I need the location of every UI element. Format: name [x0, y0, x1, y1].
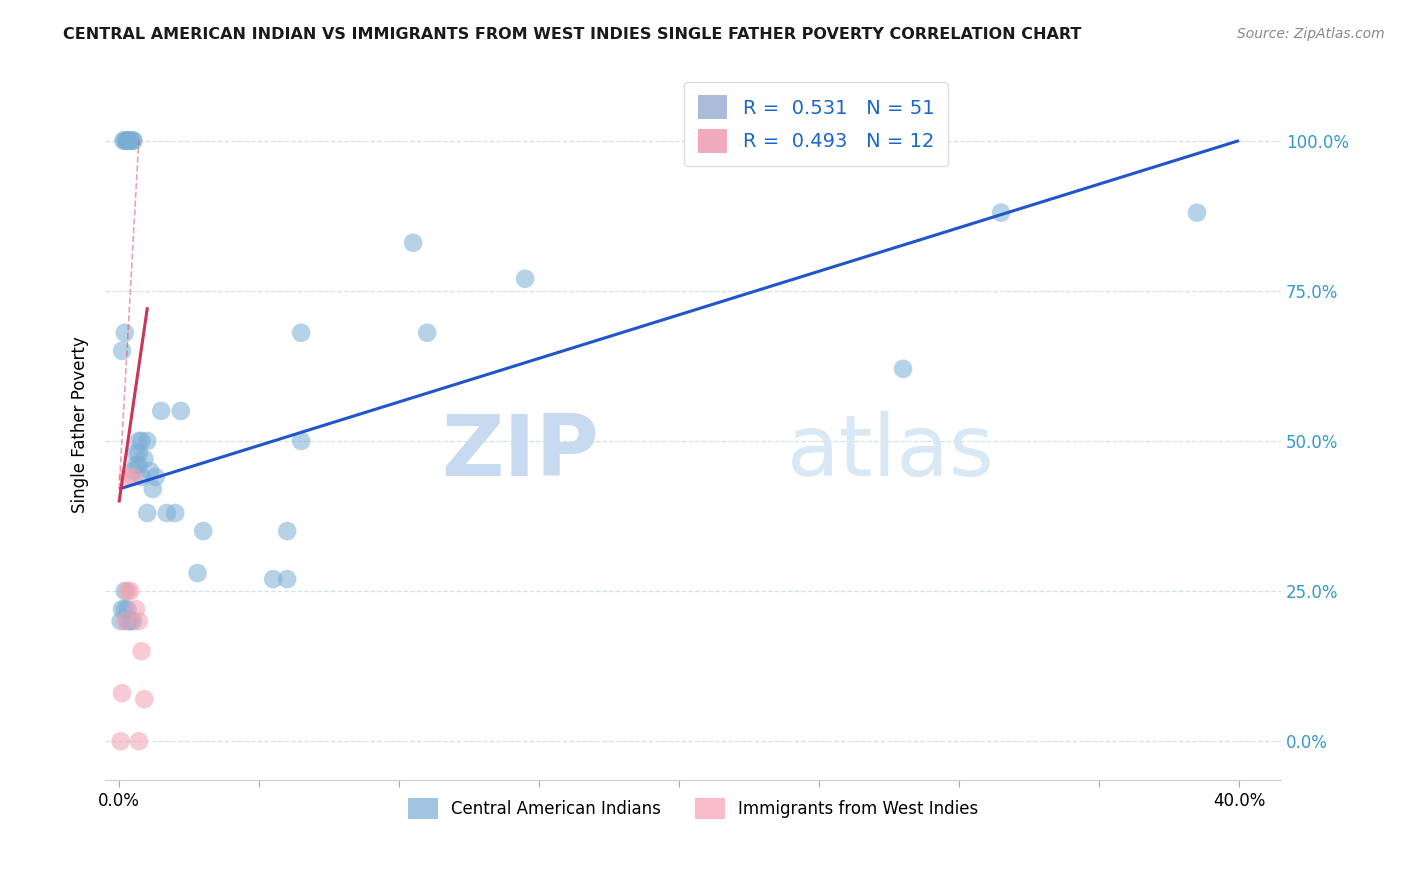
Point	[125, 446, 148, 460]
Point	[120, 584, 142, 599]
Point	[416, 326, 439, 340]
Point	[131, 470, 153, 484]
Point	[134, 452, 156, 467]
Point	[128, 734, 150, 748]
Point	[131, 434, 153, 448]
Y-axis label: Single Father Poverty: Single Father Poverty	[72, 336, 89, 513]
Point	[115, 134, 138, 148]
Point	[122, 614, 145, 628]
Point	[262, 572, 284, 586]
Point	[402, 235, 425, 250]
Text: Source: ZipAtlas.com: Source: ZipAtlas.com	[1237, 27, 1385, 41]
Point	[117, 134, 139, 148]
Point	[134, 692, 156, 706]
Point	[120, 134, 142, 148]
Text: CENTRAL AMERICAN INDIAN VS IMMIGRANTS FROM WEST INDIES SINGLE FATHER POVERTY COR: CENTRAL AMERICAN INDIAN VS IMMIGRANTS FR…	[63, 27, 1081, 42]
Point	[165, 506, 187, 520]
Point	[193, 524, 215, 538]
Point	[125, 602, 148, 616]
Point	[111, 686, 134, 700]
Point	[276, 572, 298, 586]
Point	[117, 134, 139, 148]
Point	[156, 506, 179, 520]
Point	[276, 524, 298, 538]
Point	[117, 614, 139, 628]
Point	[114, 614, 136, 628]
Point	[125, 458, 148, 472]
Point	[122, 464, 145, 478]
Point	[139, 464, 162, 478]
Point	[513, 272, 536, 286]
Point	[122, 134, 145, 148]
Point	[128, 458, 150, 472]
Point	[150, 404, 173, 418]
Point	[122, 134, 145, 148]
Point	[110, 614, 132, 628]
Point	[290, 326, 312, 340]
Point	[145, 470, 167, 484]
Legend: Central American Indians, Immigrants from West Indies: Central American Indians, Immigrants fro…	[401, 792, 984, 825]
Text: ZIP: ZIP	[441, 411, 599, 494]
Point	[131, 644, 153, 658]
Point	[290, 434, 312, 448]
Point	[128, 446, 150, 460]
Point	[136, 434, 159, 448]
Point	[112, 134, 135, 148]
Point	[114, 134, 136, 148]
Point	[114, 584, 136, 599]
Point	[1185, 205, 1208, 219]
Point	[891, 362, 914, 376]
Point	[128, 614, 150, 628]
Point	[110, 734, 132, 748]
Point	[136, 506, 159, 520]
Text: atlas: atlas	[787, 411, 995, 494]
Point	[187, 566, 209, 580]
Point	[170, 404, 193, 418]
Point	[117, 470, 139, 484]
Point	[117, 134, 139, 148]
Point	[117, 602, 139, 616]
Point	[117, 584, 139, 599]
Point	[114, 602, 136, 616]
Point	[114, 326, 136, 340]
Point	[990, 205, 1012, 219]
Point	[142, 482, 165, 496]
Point	[111, 602, 134, 616]
Point	[120, 614, 142, 628]
Point	[128, 434, 150, 448]
Point	[120, 134, 142, 148]
Point	[111, 343, 134, 358]
Point	[122, 470, 145, 484]
